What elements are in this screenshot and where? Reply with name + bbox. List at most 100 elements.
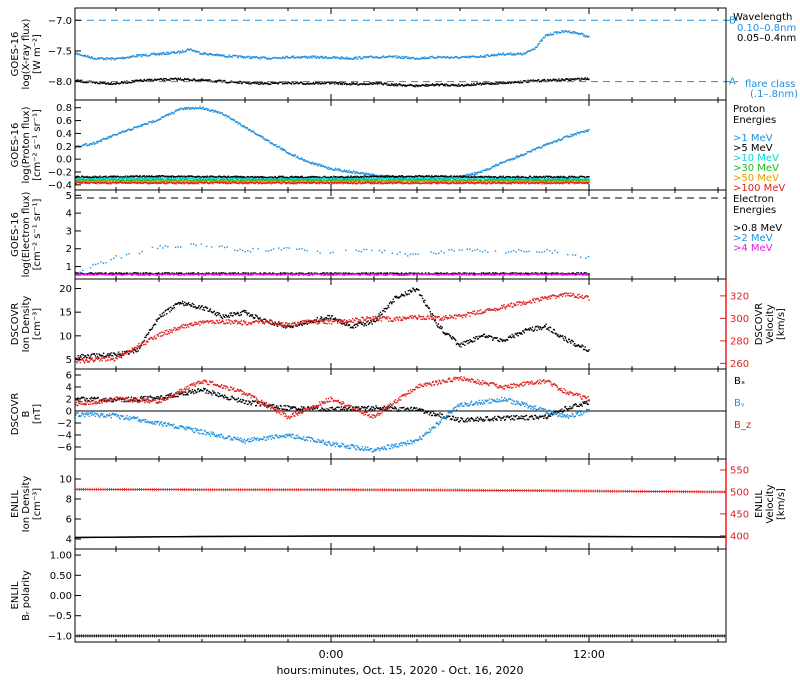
data-point bbox=[168, 181, 170, 183]
data-point bbox=[224, 180, 227, 182]
data-point bbox=[100, 177, 103, 179]
data-point bbox=[101, 176, 103, 178]
data-point bbox=[394, 179, 397, 182]
data-point bbox=[241, 55, 243, 58]
data-point bbox=[534, 181, 536, 183]
data-point bbox=[227, 175, 229, 178]
data-point bbox=[115, 176, 118, 178]
data-point bbox=[350, 170, 352, 173]
data-point bbox=[563, 31, 565, 33]
data-point bbox=[556, 175, 559, 178]
data-point bbox=[512, 179, 514, 182]
data-point bbox=[488, 82, 491, 85]
data-point bbox=[153, 175, 155, 178]
data-point bbox=[100, 140, 103, 143]
data-point bbox=[546, 175, 548, 178]
data-point bbox=[442, 56, 444, 58]
data-point bbox=[257, 178, 259, 181]
data-point bbox=[380, 82, 382, 84]
data-point bbox=[154, 121, 156, 123]
data-point bbox=[318, 180, 320, 182]
data-point bbox=[206, 109, 209, 112]
data-point bbox=[480, 178, 483, 181]
data-point bbox=[446, 177, 449, 180]
data-point bbox=[84, 81, 86, 83]
data-point bbox=[300, 179, 303, 181]
data-point bbox=[364, 173, 367, 175]
data-point bbox=[129, 175, 131, 178]
data-point bbox=[346, 178, 349, 181]
data-point bbox=[82, 180, 84, 183]
data-point bbox=[561, 176, 563, 178]
data-point bbox=[417, 84, 419, 87]
data-point bbox=[572, 179, 574, 181]
data-point bbox=[379, 178, 381, 180]
data-point bbox=[495, 54, 498, 56]
data-point bbox=[260, 181, 262, 183]
data-point bbox=[223, 54, 225, 56]
data-point bbox=[196, 179, 199, 182]
data-point bbox=[545, 175, 547, 178]
data-point bbox=[303, 159, 306, 161]
data-point bbox=[275, 179, 277, 182]
data-point bbox=[196, 180, 198, 182]
data-point bbox=[549, 34, 551, 36]
data-point bbox=[191, 180, 194, 182]
data-point bbox=[196, 80, 199, 82]
data-point bbox=[482, 177, 484, 180]
data-point bbox=[463, 181, 465, 184]
data-point bbox=[291, 180, 294, 182]
data-point bbox=[149, 182, 151, 185]
data-point bbox=[497, 178, 500, 181]
data-point bbox=[412, 181, 414, 183]
data-point bbox=[298, 57, 300, 59]
data-point bbox=[273, 56, 276, 59]
data-point bbox=[331, 57, 334, 59]
data-point bbox=[209, 110, 212, 112]
data-point bbox=[153, 52, 155, 55]
data-point bbox=[477, 180, 480, 182]
data-point bbox=[481, 175, 483, 178]
data-point bbox=[515, 177, 517, 179]
data-point bbox=[269, 58, 271, 60]
data-point bbox=[361, 83, 364, 85]
data-point bbox=[357, 176, 359, 178]
data-point bbox=[586, 129, 589, 131]
data-point bbox=[339, 56, 342, 59]
data-point bbox=[267, 176, 270, 179]
data-point bbox=[477, 176, 480, 178]
data-point bbox=[288, 178, 290, 181]
data-point bbox=[500, 178, 502, 180]
data-point bbox=[145, 180, 147, 182]
data-point bbox=[182, 177, 185, 179]
data-point bbox=[163, 175, 165, 177]
data-point bbox=[372, 180, 374, 182]
data-point bbox=[108, 58, 110, 60]
data-point bbox=[199, 176, 201, 178]
data-point bbox=[411, 175, 413, 178]
data-point bbox=[199, 53, 202, 55]
data-point bbox=[349, 176, 352, 178]
data-point bbox=[290, 178, 292, 180]
data-point bbox=[205, 79, 208, 82]
data-point bbox=[431, 180, 434, 182]
data-point bbox=[587, 130, 589, 132]
data-point bbox=[428, 180, 431, 182]
data-point bbox=[235, 81, 237, 84]
data-point bbox=[379, 176, 382, 178]
data-point bbox=[394, 84, 397, 87]
data-point bbox=[443, 179, 446, 181]
data-point bbox=[434, 181, 437, 183]
data-point bbox=[437, 181, 440, 183]
data-point bbox=[104, 180, 106, 183]
data-point bbox=[183, 79, 185, 81]
data-point bbox=[117, 83, 120, 85]
data-point bbox=[457, 181, 459, 183]
data-point bbox=[179, 179, 182, 182]
data-point bbox=[573, 134, 575, 136]
data-point bbox=[159, 78, 161, 80]
data-point bbox=[421, 57, 424, 60]
data-point bbox=[473, 84, 476, 86]
data-point bbox=[419, 181, 422, 183]
data-point bbox=[178, 182, 180, 184]
